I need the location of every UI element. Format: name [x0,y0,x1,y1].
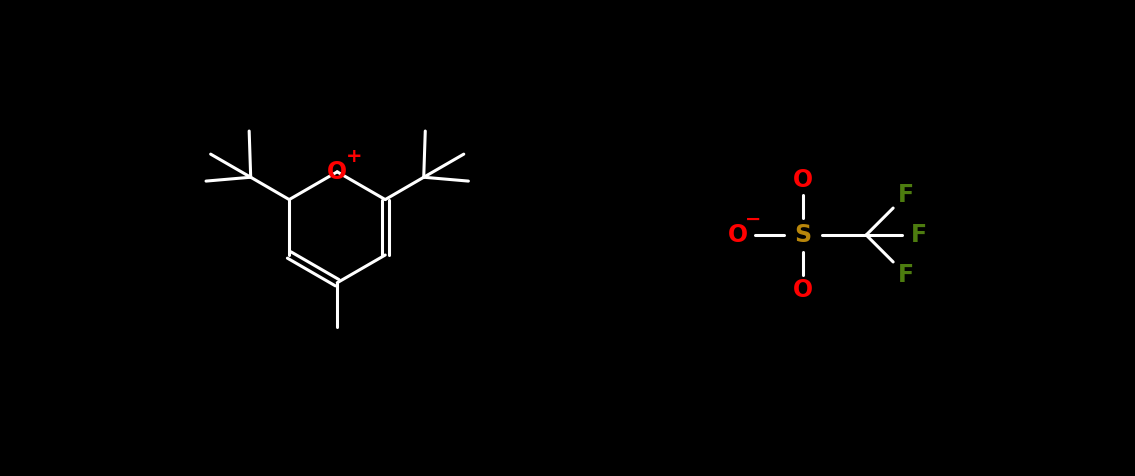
Text: O: O [728,223,748,247]
Text: F: F [898,263,915,287]
Text: O: O [793,168,813,191]
Text: −: − [745,210,762,229]
Text: S: S [794,223,812,247]
Text: O: O [793,278,813,302]
Text: F: F [898,183,915,207]
Text: O: O [327,160,347,184]
Text: F: F [910,223,926,247]
Text: +: + [346,147,362,166]
